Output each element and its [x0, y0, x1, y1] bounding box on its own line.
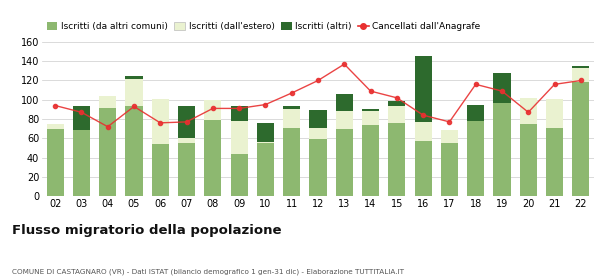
- Legend: Iscritti (da altri comuni), Iscritti (dall'estero), Iscritti (altri), Cancellati: Iscritti (da altri comuni), Iscritti (da…: [47, 22, 481, 31]
- Bar: [283, 128, 300, 196]
- Bar: [283, 106, 300, 109]
- Bar: [546, 99, 563, 128]
- Bar: [73, 106, 90, 130]
- Bar: [467, 121, 484, 196]
- Bar: [415, 57, 431, 122]
- Bar: [415, 141, 431, 196]
- Bar: [205, 100, 221, 120]
- Bar: [388, 123, 406, 196]
- Bar: [178, 106, 195, 138]
- Bar: [47, 124, 64, 129]
- Bar: [47, 129, 64, 196]
- Bar: [257, 123, 274, 142]
- Bar: [336, 111, 353, 129]
- Bar: [283, 109, 300, 128]
- Bar: [230, 121, 248, 154]
- Bar: [152, 99, 169, 144]
- Bar: [125, 76, 143, 79]
- Bar: [257, 142, 274, 143]
- Bar: [441, 130, 458, 143]
- Bar: [493, 73, 511, 103]
- Bar: [493, 103, 511, 196]
- Bar: [73, 130, 90, 196]
- Bar: [520, 98, 537, 124]
- Bar: [467, 104, 484, 121]
- Bar: [178, 138, 195, 143]
- Bar: [441, 143, 458, 196]
- Bar: [178, 143, 195, 196]
- Bar: [152, 144, 169, 196]
- Bar: [205, 120, 221, 196]
- Bar: [415, 122, 431, 141]
- Bar: [99, 108, 116, 196]
- Bar: [362, 125, 379, 196]
- Text: Flusso migratorio della popolazione: Flusso migratorio della popolazione: [12, 224, 281, 237]
- Bar: [125, 106, 143, 196]
- Bar: [546, 128, 563, 196]
- Bar: [336, 94, 353, 111]
- Text: COMUNE DI CASTAGNARO (VR) - Dati ISTAT (bilancio demografico 1 gen-31 dic) - Ela: COMUNE DI CASTAGNARO (VR) - Dati ISTAT (…: [12, 269, 404, 275]
- Bar: [257, 143, 274, 196]
- Bar: [572, 68, 589, 82]
- Bar: [230, 154, 248, 196]
- Bar: [388, 106, 406, 123]
- Bar: [362, 109, 379, 111]
- Bar: [230, 106, 248, 121]
- Bar: [125, 79, 143, 106]
- Bar: [310, 128, 326, 139]
- Bar: [99, 96, 116, 108]
- Bar: [572, 66, 589, 68]
- Bar: [336, 129, 353, 196]
- Bar: [520, 124, 537, 196]
- Bar: [388, 101, 406, 106]
- Bar: [310, 139, 326, 196]
- Bar: [572, 82, 589, 196]
- Bar: [362, 111, 379, 125]
- Bar: [310, 110, 326, 128]
